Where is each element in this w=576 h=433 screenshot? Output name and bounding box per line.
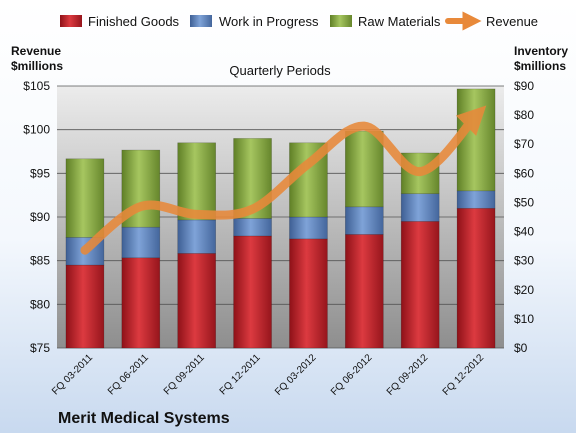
bar-finished-goods xyxy=(233,235,272,349)
legend-item-finished-goods: Finished Goods xyxy=(60,14,180,29)
legend-item-revenue: Revenue xyxy=(445,11,538,31)
bar-work-in-progress xyxy=(456,190,496,209)
left-tick-label: $105 xyxy=(23,79,50,93)
bar-work-in-progress xyxy=(121,226,161,259)
legend-label-finished-goods: Finished Goods xyxy=(88,14,180,29)
legend: Finished Goods Work in Progress Raw Mate… xyxy=(60,11,538,31)
left-axis: $75 $80 $85 $90 $95 $100 $105 xyxy=(23,79,50,355)
bar-finished-goods xyxy=(400,221,440,349)
bar-work-in-progress xyxy=(177,219,216,254)
right-axis: $0 $10 $20 $30 $40 $50 $60 $70 $80 $90 xyxy=(514,79,534,355)
bar-raw-materials xyxy=(65,158,105,238)
right-axis-title-line1: Inventory xyxy=(514,44,568,58)
left-tick-label: $90 xyxy=(30,210,50,224)
legend-swatch-finished-goods xyxy=(60,15,82,27)
bar-work-in-progress xyxy=(400,193,440,222)
x-tick-label: FQ 03-2012 xyxy=(273,352,319,398)
chart-title: Quarterly Periods xyxy=(229,63,331,78)
bar-work-in-progress xyxy=(345,206,384,235)
right-tick-label: $10 xyxy=(514,312,534,326)
x-tick-label: FQ 06-2012 xyxy=(329,352,375,398)
bar-finished-goods xyxy=(177,253,216,349)
bar-raw-materials xyxy=(456,88,496,192)
left-axis-title-line1: Revenue xyxy=(11,44,61,58)
bar-finished-goods xyxy=(345,234,384,349)
company-name: Merit Medical Systems xyxy=(58,410,230,427)
x-tick-label: FQ 12-2011 xyxy=(218,352,263,397)
revenue-line xyxy=(80,105,487,255)
right-tick-label: $40 xyxy=(514,225,534,239)
legend-item-work-in-progress: Work in Progress xyxy=(190,14,319,29)
legend-label-work-in-progress: Work in Progress xyxy=(219,14,319,29)
right-tick-label: $60 xyxy=(514,166,534,180)
bar-finished-goods xyxy=(65,264,105,349)
left-tick-label: $85 xyxy=(30,254,50,268)
right-axis-title-line2: $millions xyxy=(514,59,566,73)
bar-raw-materials xyxy=(177,142,216,221)
right-tick-label: $30 xyxy=(514,254,534,268)
bar-finished-goods xyxy=(456,207,496,349)
bar-finished-goods xyxy=(121,257,161,349)
right-tick-label: $20 xyxy=(514,283,534,297)
bar-finished-goods xyxy=(289,238,328,349)
right-tick-label: $90 xyxy=(514,79,534,93)
x-tick-label: FQ 12-2012 xyxy=(441,352,487,398)
legend-swatch-work-in-progress xyxy=(190,15,212,27)
revenue-line-layer xyxy=(80,105,487,255)
bar-work-in-progress xyxy=(233,218,272,237)
x-tick-label: FQ 03-2011 xyxy=(50,352,95,397)
legend-item-raw-materials: Raw Materials xyxy=(330,14,441,29)
legend-label-raw-materials: Raw Materials xyxy=(358,14,441,29)
left-tick-label: $80 xyxy=(30,297,50,311)
bar-work-in-progress xyxy=(289,216,328,240)
right-tick-label: $80 xyxy=(514,108,534,122)
right-tick-label: $70 xyxy=(514,137,534,151)
legend-swatch-raw-materials xyxy=(330,15,352,27)
legend-label-revenue: Revenue xyxy=(486,14,538,29)
x-tick-label: FQ 06-2011 xyxy=(106,352,151,397)
x-tick-label: FQ 09-2012 xyxy=(385,352,431,398)
right-tick-label: $0 xyxy=(514,341,528,355)
bar-raw-materials xyxy=(345,130,384,208)
left-axis-title-line2: $millions xyxy=(11,59,63,73)
left-tick-label: $75 xyxy=(30,341,50,355)
right-tick-label: $50 xyxy=(514,195,534,209)
left-tick-label: $100 xyxy=(23,123,50,137)
left-tick-label: $95 xyxy=(30,166,50,180)
x-axis: FQ 03-2011 FQ 06-2011 FQ 09-2011 FQ 12-2011… xyxy=(50,352,486,398)
x-tick-label: FQ 09-2011 xyxy=(162,352,207,397)
